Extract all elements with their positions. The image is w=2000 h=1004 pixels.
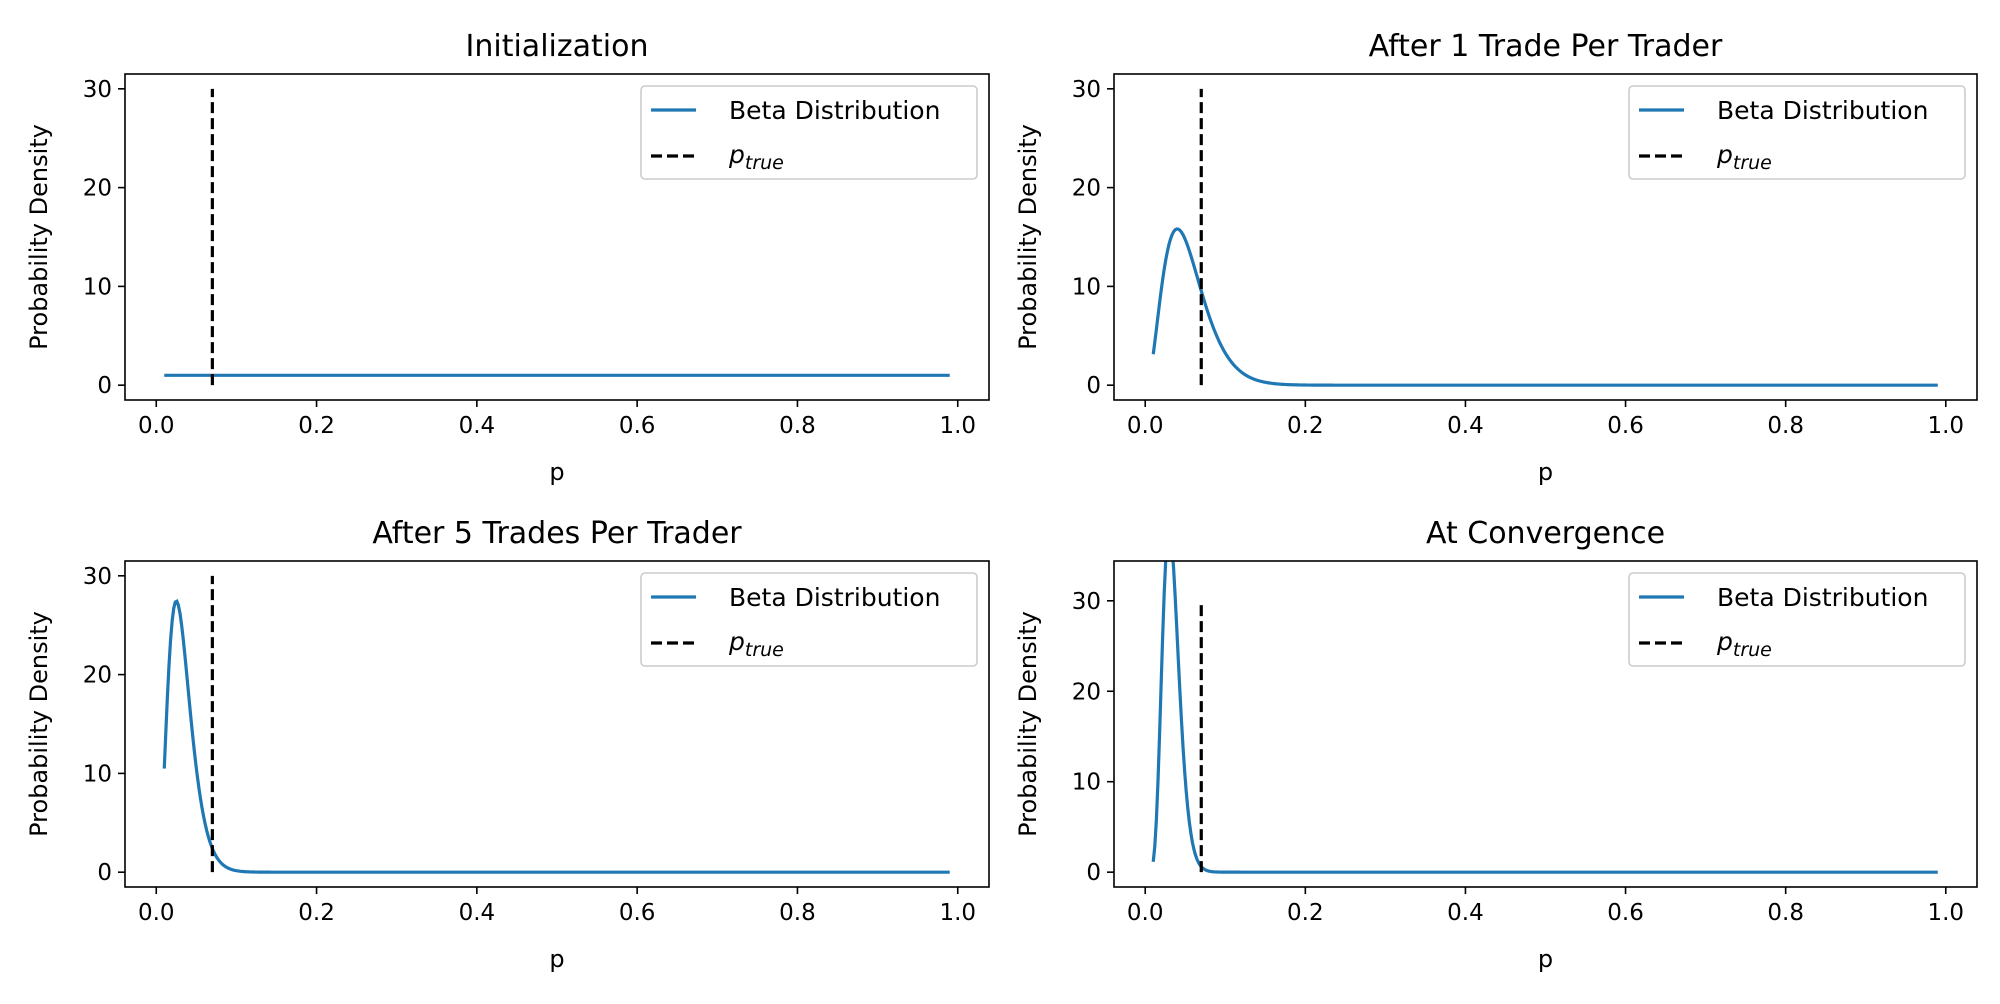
x-tick-label: 0.4	[459, 900, 496, 926]
legend-label-ptrue: ptrue	[1716, 627, 1772, 661]
beta-distribution-line	[162, 599, 950, 874]
legend-label-beta: Beta Distribution	[1717, 96, 1928, 125]
axes-frame	[124, 560, 990, 888]
y-tick-label: 10	[83, 274, 112, 300]
y-tick-label: 20	[1072, 176, 1101, 202]
legend-label-beta: Beta Distribution	[729, 96, 940, 125]
y-tick-label: 20	[83, 176, 112, 202]
x-tick-label: 0.4	[1447, 413, 1484, 439]
x-axis-label: p	[1538, 458, 1553, 486]
y-axis-label: Probability Density	[1014, 124, 1042, 350]
legend: Beta Distribution ptrue	[1628, 85, 1966, 180]
x-axis-label: p	[1538, 945, 1553, 973]
legend-label-ptrue-main: p	[728, 140, 745, 169]
y-tick-label: 0	[97, 860, 112, 886]
subplot-title: After 1 Trade Per Trader	[1369, 29, 1723, 64]
x-tick-label: 0.2	[1287, 900, 1324, 926]
x-tick-label: 0.8	[779, 900, 816, 926]
axes-frame	[124, 73, 990, 401]
legend-label-ptrue: ptrue	[728, 627, 784, 661]
subplot-title: At Convergence	[1426, 516, 1665, 551]
x-tick-label: 1.0	[1927, 900, 1964, 926]
x-tick-label: 0.4	[1447, 900, 1484, 926]
y-axis-label: Probability Density	[1014, 611, 1042, 837]
x-tick-label: 0.0	[1127, 900, 1164, 926]
x-tick-label: 1.0	[939, 413, 976, 439]
y-tick-label: 30	[83, 564, 112, 590]
subplot-2: After 1 Trade Per Trader 0.0 0.2 0.4 0.6 0.8 1…	[1014, 29, 1978, 486]
legend-label-ptrue-main: p	[1716, 627, 1733, 656]
x-tick-label: 1.0	[939, 900, 976, 926]
y-tick-label: 10	[1072, 770, 1101, 796]
y-tick-label: 10	[1072, 274, 1101, 300]
legend-box	[640, 85, 978, 180]
beta-distribution-line	[1151, 227, 1938, 387]
subplot-title: After 5 Trades Per Trader	[372, 516, 742, 551]
x-tick-label: 1.0	[1927, 413, 1964, 439]
y-tick-label: 10	[83, 761, 112, 787]
subplot-1: Initialization 0.0 0.2 0.4 0.6 0.8 1.0 0 10 20 30 p…	[25, 29, 990, 486]
subplot-3: After 5 Trades Per Trader 0.0 0.2 0.4 0.6 0.8…	[25, 516, 990, 973]
x-tick-label: 0.6	[1607, 900, 1644, 926]
x-axis-label: p	[549, 458, 564, 486]
legend-box	[1628, 85, 1966, 180]
subplot-4: At Convergence 0.0 0.2 0.4 0.6 0.8 1.0 0 10 20 30 p…	[1014, 516, 1978, 973]
axes-frame	[1113, 560, 1978, 888]
legend-label-beta: Beta Distribution	[1717, 583, 1928, 612]
y-axis-label: Probability Density	[25, 611, 53, 837]
y-tick-label: 30	[83, 77, 112, 103]
legend-label-ptrue-sub: true	[745, 152, 784, 174]
legend-label-ptrue-sub: true	[1733, 152, 1772, 174]
legend-label-beta: Beta Distribution	[729, 583, 940, 612]
x-axis-label: p	[549, 945, 564, 973]
y-tick-label: 0	[1086, 373, 1101, 399]
x-tick-label: 0.2	[298, 900, 335, 926]
legend: Beta Distribution ptrue	[640, 85, 978, 180]
x-tick-label: 0.0	[1127, 413, 1164, 439]
legend-label-ptrue: ptrue	[1716, 140, 1772, 174]
subplot-title: Initialization	[466, 29, 649, 64]
legend: Beta Distribution ptrue	[1628, 572, 1966, 667]
y-tick-label: 20	[1072, 679, 1101, 705]
y-tick-label: 0	[97, 373, 112, 399]
legend-label-ptrue-main: p	[728, 627, 745, 656]
legend-label-ptrue-main: p	[1716, 140, 1733, 169]
x-tick-label: 0.6	[619, 900, 656, 926]
x-tick-label: 0.8	[1767, 413, 1804, 439]
x-tick-label: 0.0	[138, 900, 175, 926]
legend-box	[1628, 572, 1966, 667]
legend-box	[640, 572, 978, 667]
x-tick-label: 0.8	[779, 413, 816, 439]
x-tick-label: 0.8	[1767, 900, 1804, 926]
legend-label-ptrue-sub: true	[1733, 639, 1772, 661]
y-tick-label: 30	[1072, 77, 1101, 103]
x-tick-label: 0.2	[298, 413, 335, 439]
beta-distribution-line	[1151, 561, 1938, 874]
x-tick-label: 0.2	[1287, 413, 1324, 439]
y-tick-label: 30	[1072, 589, 1101, 615]
y-tick-label: 0	[1086, 860, 1101, 886]
x-tick-label: 0.4	[459, 413, 496, 439]
y-axis-label: Probability Density	[25, 124, 53, 350]
x-tick-label: 0.6	[619, 413, 656, 439]
x-tick-label: 0.6	[1607, 413, 1644, 439]
legend-label-ptrue: ptrue	[728, 140, 784, 174]
legend-label-ptrue-sub: true	[745, 639, 784, 661]
legend: Beta Distribution ptrue	[640, 572, 978, 667]
axes-frame	[1113, 73, 1978, 401]
x-tick-label: 0.0	[138, 413, 175, 439]
y-tick-label: 20	[83, 663, 112, 689]
